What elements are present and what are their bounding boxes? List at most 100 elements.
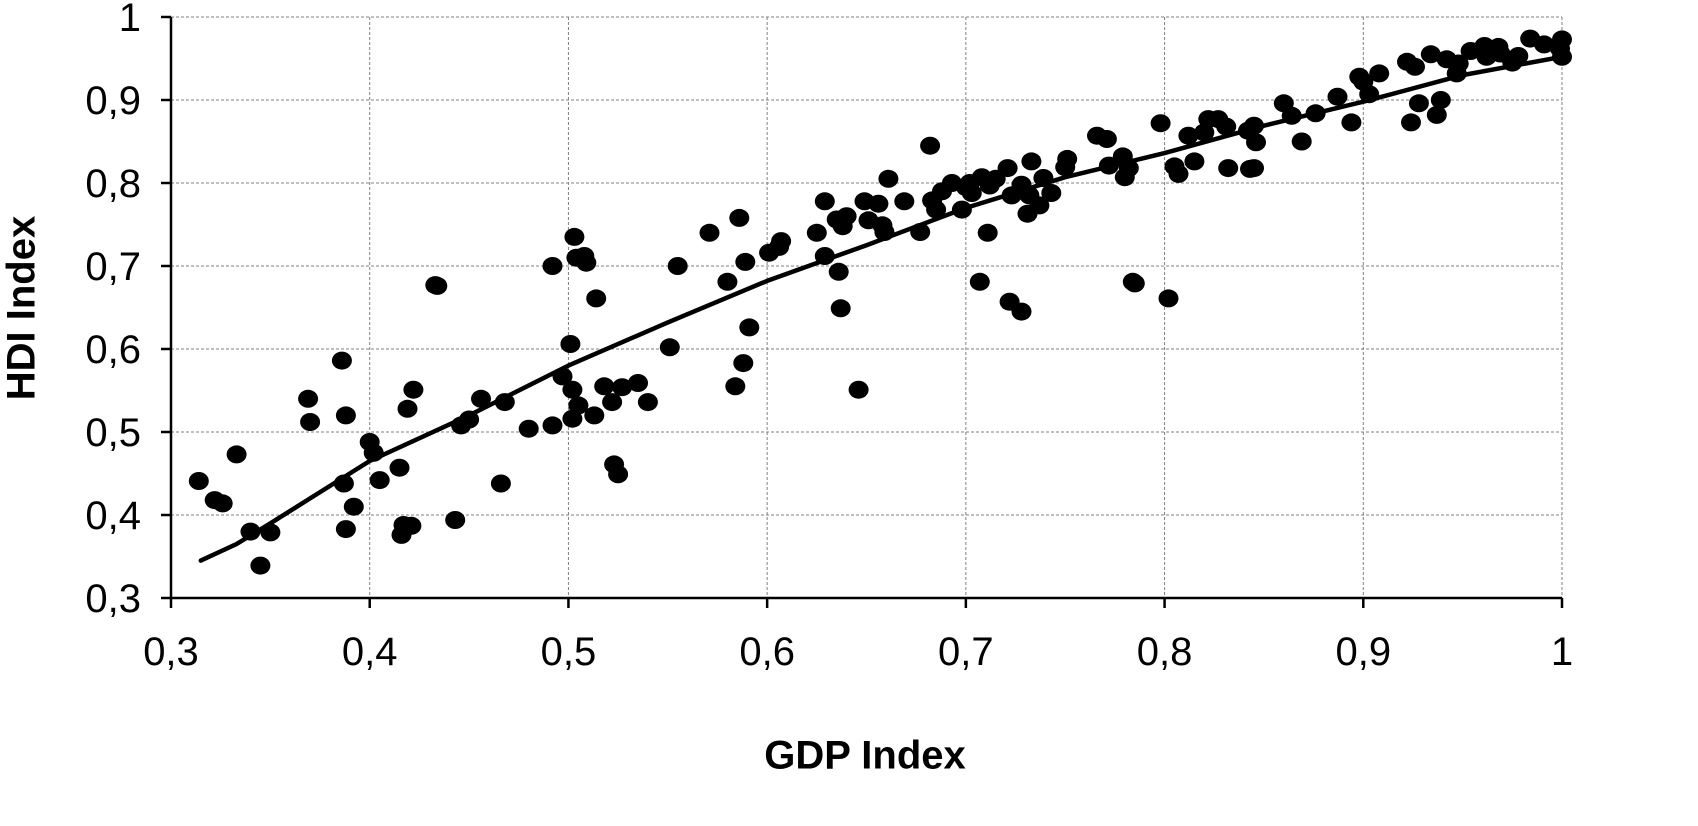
data-point [1057, 149, 1078, 168]
data-point [1327, 87, 1348, 106]
data-point [403, 380, 424, 399]
data-point [552, 367, 573, 386]
data-point [226, 445, 247, 464]
x-tick-label: 1 [1551, 630, 1573, 674]
data-point [490, 474, 511, 493]
data-point [562, 380, 583, 399]
y-tick-label: 0,9 [85, 79, 141, 123]
data-point [1168, 164, 1189, 183]
data-point [568, 396, 589, 415]
data-point [1011, 302, 1032, 321]
data-point [969, 272, 990, 291]
x-tick-label: 0,8 [1137, 630, 1193, 674]
data-point [1430, 91, 1451, 109]
data-point [1158, 289, 1179, 308]
data-point [335, 406, 356, 425]
data-point [878, 169, 899, 188]
data-point [725, 377, 746, 396]
data-point [836, 207, 857, 226]
data-point [920, 136, 941, 155]
data-point [961, 184, 982, 202]
x-tick-label: 0,7 [938, 630, 994, 674]
data-point [494, 393, 515, 412]
x-tick-label: 0,3 [143, 630, 199, 674]
data-point [1359, 85, 1380, 104]
tick-marks [161, 15, 1564, 608]
data-point [363, 443, 384, 462]
data-point [1096, 130, 1117, 148]
data-point [874, 223, 895, 241]
data-point [542, 257, 563, 275]
data-point [188, 472, 209, 490]
data-point [733, 354, 754, 373]
data-point [637, 393, 658, 412]
data-point [667, 257, 688, 275]
data-point [735, 252, 756, 271]
data-point [212, 494, 233, 513]
data-point [300, 413, 321, 431]
data-point [576, 253, 597, 272]
y-tick-label: 0,5 [85, 411, 141, 455]
y-tick-label: 0,6 [85, 328, 141, 372]
data-point [1291, 132, 1312, 151]
data-point [868, 194, 889, 213]
data-point [1281, 106, 1302, 125]
data-point [608, 465, 629, 484]
y-tick-label: 0,8 [85, 162, 141, 206]
data-point [910, 223, 931, 241]
data-point [1098, 156, 1119, 175]
data-point [250, 556, 271, 575]
data-point [1369, 64, 1390, 83]
data-point [397, 399, 418, 418]
data-point [1534, 35, 1555, 54]
data-point [1178, 126, 1199, 145]
data-point [1244, 116, 1264, 135]
data-point [1218, 159, 1239, 178]
data-point [1341, 113, 1362, 132]
data-point [560, 335, 581, 353]
data-point [602, 393, 623, 412]
data-points [188, 29, 1572, 575]
data-point [1184, 152, 1205, 171]
data-point [1405, 57, 1425, 76]
data-point [977, 223, 998, 242]
y-tick-label: 0,4 [85, 494, 141, 538]
data-point [659, 338, 680, 357]
data-point [1508, 47, 1529, 65]
data-point [298, 389, 319, 408]
data-point [1029, 196, 1050, 215]
data-point [1033, 169, 1054, 187]
data-point [518, 419, 539, 438]
data-point [729, 208, 750, 227]
data-point [848, 380, 869, 399]
data-point [1150, 114, 1171, 133]
data-point [564, 227, 585, 246]
data-point [331, 351, 352, 370]
data-point [628, 374, 648, 392]
grid-lines [171, 16, 1563, 598]
data-point [997, 159, 1018, 178]
data-point [1401, 113, 1421, 132]
data-point [240, 522, 261, 541]
data-point [814, 192, 835, 211]
data-point [814, 247, 835, 265]
data-point [1216, 117, 1237, 136]
data-point [586, 289, 607, 308]
data-point [1118, 159, 1139, 178]
data-point [1552, 47, 1572, 66]
data-point [771, 232, 792, 251]
data-point [260, 523, 281, 542]
x-tick-label: 0,4 [342, 630, 398, 674]
data-point [739, 318, 760, 337]
data-point [1408, 94, 1429, 113]
data-point [828, 262, 849, 281]
y-tick-label: 1 [119, 0, 141, 40]
data-point [335, 520, 356, 539]
data-point [1448, 54, 1469, 73]
data-point [369, 471, 390, 490]
data-point [1021, 152, 1042, 171]
data-point [389, 458, 410, 477]
data-point [584, 406, 605, 425]
data-point [951, 200, 972, 219]
data-point [1552, 30, 1572, 49]
